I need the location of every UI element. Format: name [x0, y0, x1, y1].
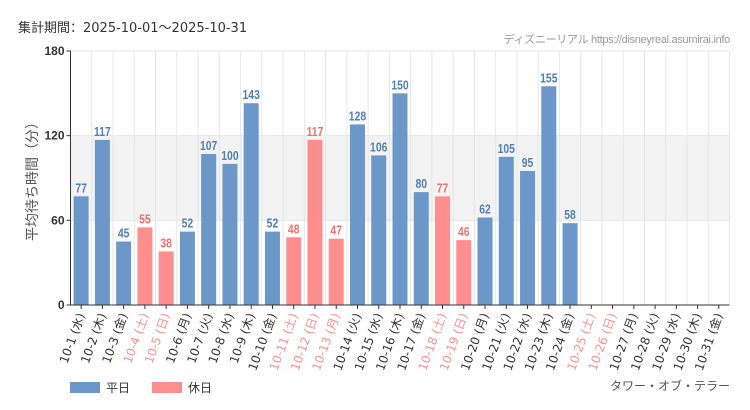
attraction-name: タワー・オブ・テラー [609, 379, 730, 393]
data-label: 128 [349, 109, 367, 123]
bar [94, 139, 110, 305]
data-label: 46 [458, 225, 470, 239]
bar [477, 217, 493, 305]
bar [541, 86, 557, 306]
bar [371, 155, 387, 305]
legend-label: 休日 [188, 381, 213, 395]
data-label: 52 [182, 217, 194, 231]
bar [201, 154, 217, 305]
legend-swatch [70, 382, 100, 393]
bar [116, 241, 132, 305]
data-label: 47 [330, 224, 342, 238]
data-label: 105 [498, 142, 516, 156]
data-label: 107 [200, 139, 218, 153]
y-tick-label: 60 [51, 213, 65, 227]
bar [349, 124, 365, 305]
legend: 平日 休日 [70, 379, 212, 396]
data-label: 52 [267, 217, 279, 231]
bar [456, 240, 472, 305]
data-label: 48 [288, 222, 300, 236]
data-label: 77 [437, 181, 449, 195]
data-label: 117 [307, 125, 324, 139]
legend-holiday[interactable]: 休日 [152, 379, 212, 396]
data-label: 106 [370, 140, 388, 154]
data-label: 45 [118, 226, 130, 240]
data-label: 155 [540, 71, 558, 85]
data-label: 143 [243, 88, 261, 102]
y-tick-label: 180 [44, 44, 64, 58]
data-label: 58 [564, 208, 576, 222]
data-label: 55 [139, 212, 151, 226]
data-label: 95 [522, 156, 534, 170]
bar [264, 231, 280, 305]
period-label: 集計期間：2025-10-01～2025-10-31 [18, 21, 248, 36]
bar [413, 192, 429, 305]
bar [73, 196, 89, 305]
legend-label: 平日 [106, 381, 131, 395]
site-credit: ディズニーリアル https://disneyreal.asumirai.inf… [503, 34, 731, 46]
bar [137, 227, 153, 305]
bar [243, 103, 259, 305]
bar [158, 251, 174, 305]
bar [435, 196, 451, 305]
y-tick-label: 0 [58, 298, 65, 312]
data-label: 80 [415, 177, 427, 191]
data-label: 100 [221, 149, 239, 163]
bar [328, 238, 344, 305]
bar [179, 231, 195, 305]
legend-swatch [152, 382, 183, 393]
data-label: 150 [391, 78, 409, 92]
bar [222, 163, 238, 305]
data-label: 38 [160, 236, 172, 250]
data-label: 117 [94, 125, 111, 139]
y-tick-label: 120 [44, 129, 64, 143]
y-axis-label: 平均待ち時間（分） [25, 115, 41, 241]
data-label: 77 [75, 181, 87, 195]
data-label: 62 [479, 202, 491, 216]
bar [520, 170, 536, 305]
bar [562, 223, 578, 305]
legend-weekday[interactable]: 平日 [70, 379, 130, 396]
bar [307, 139, 323, 305]
bar [392, 93, 408, 305]
bar [498, 156, 514, 305]
bar [286, 237, 302, 305]
